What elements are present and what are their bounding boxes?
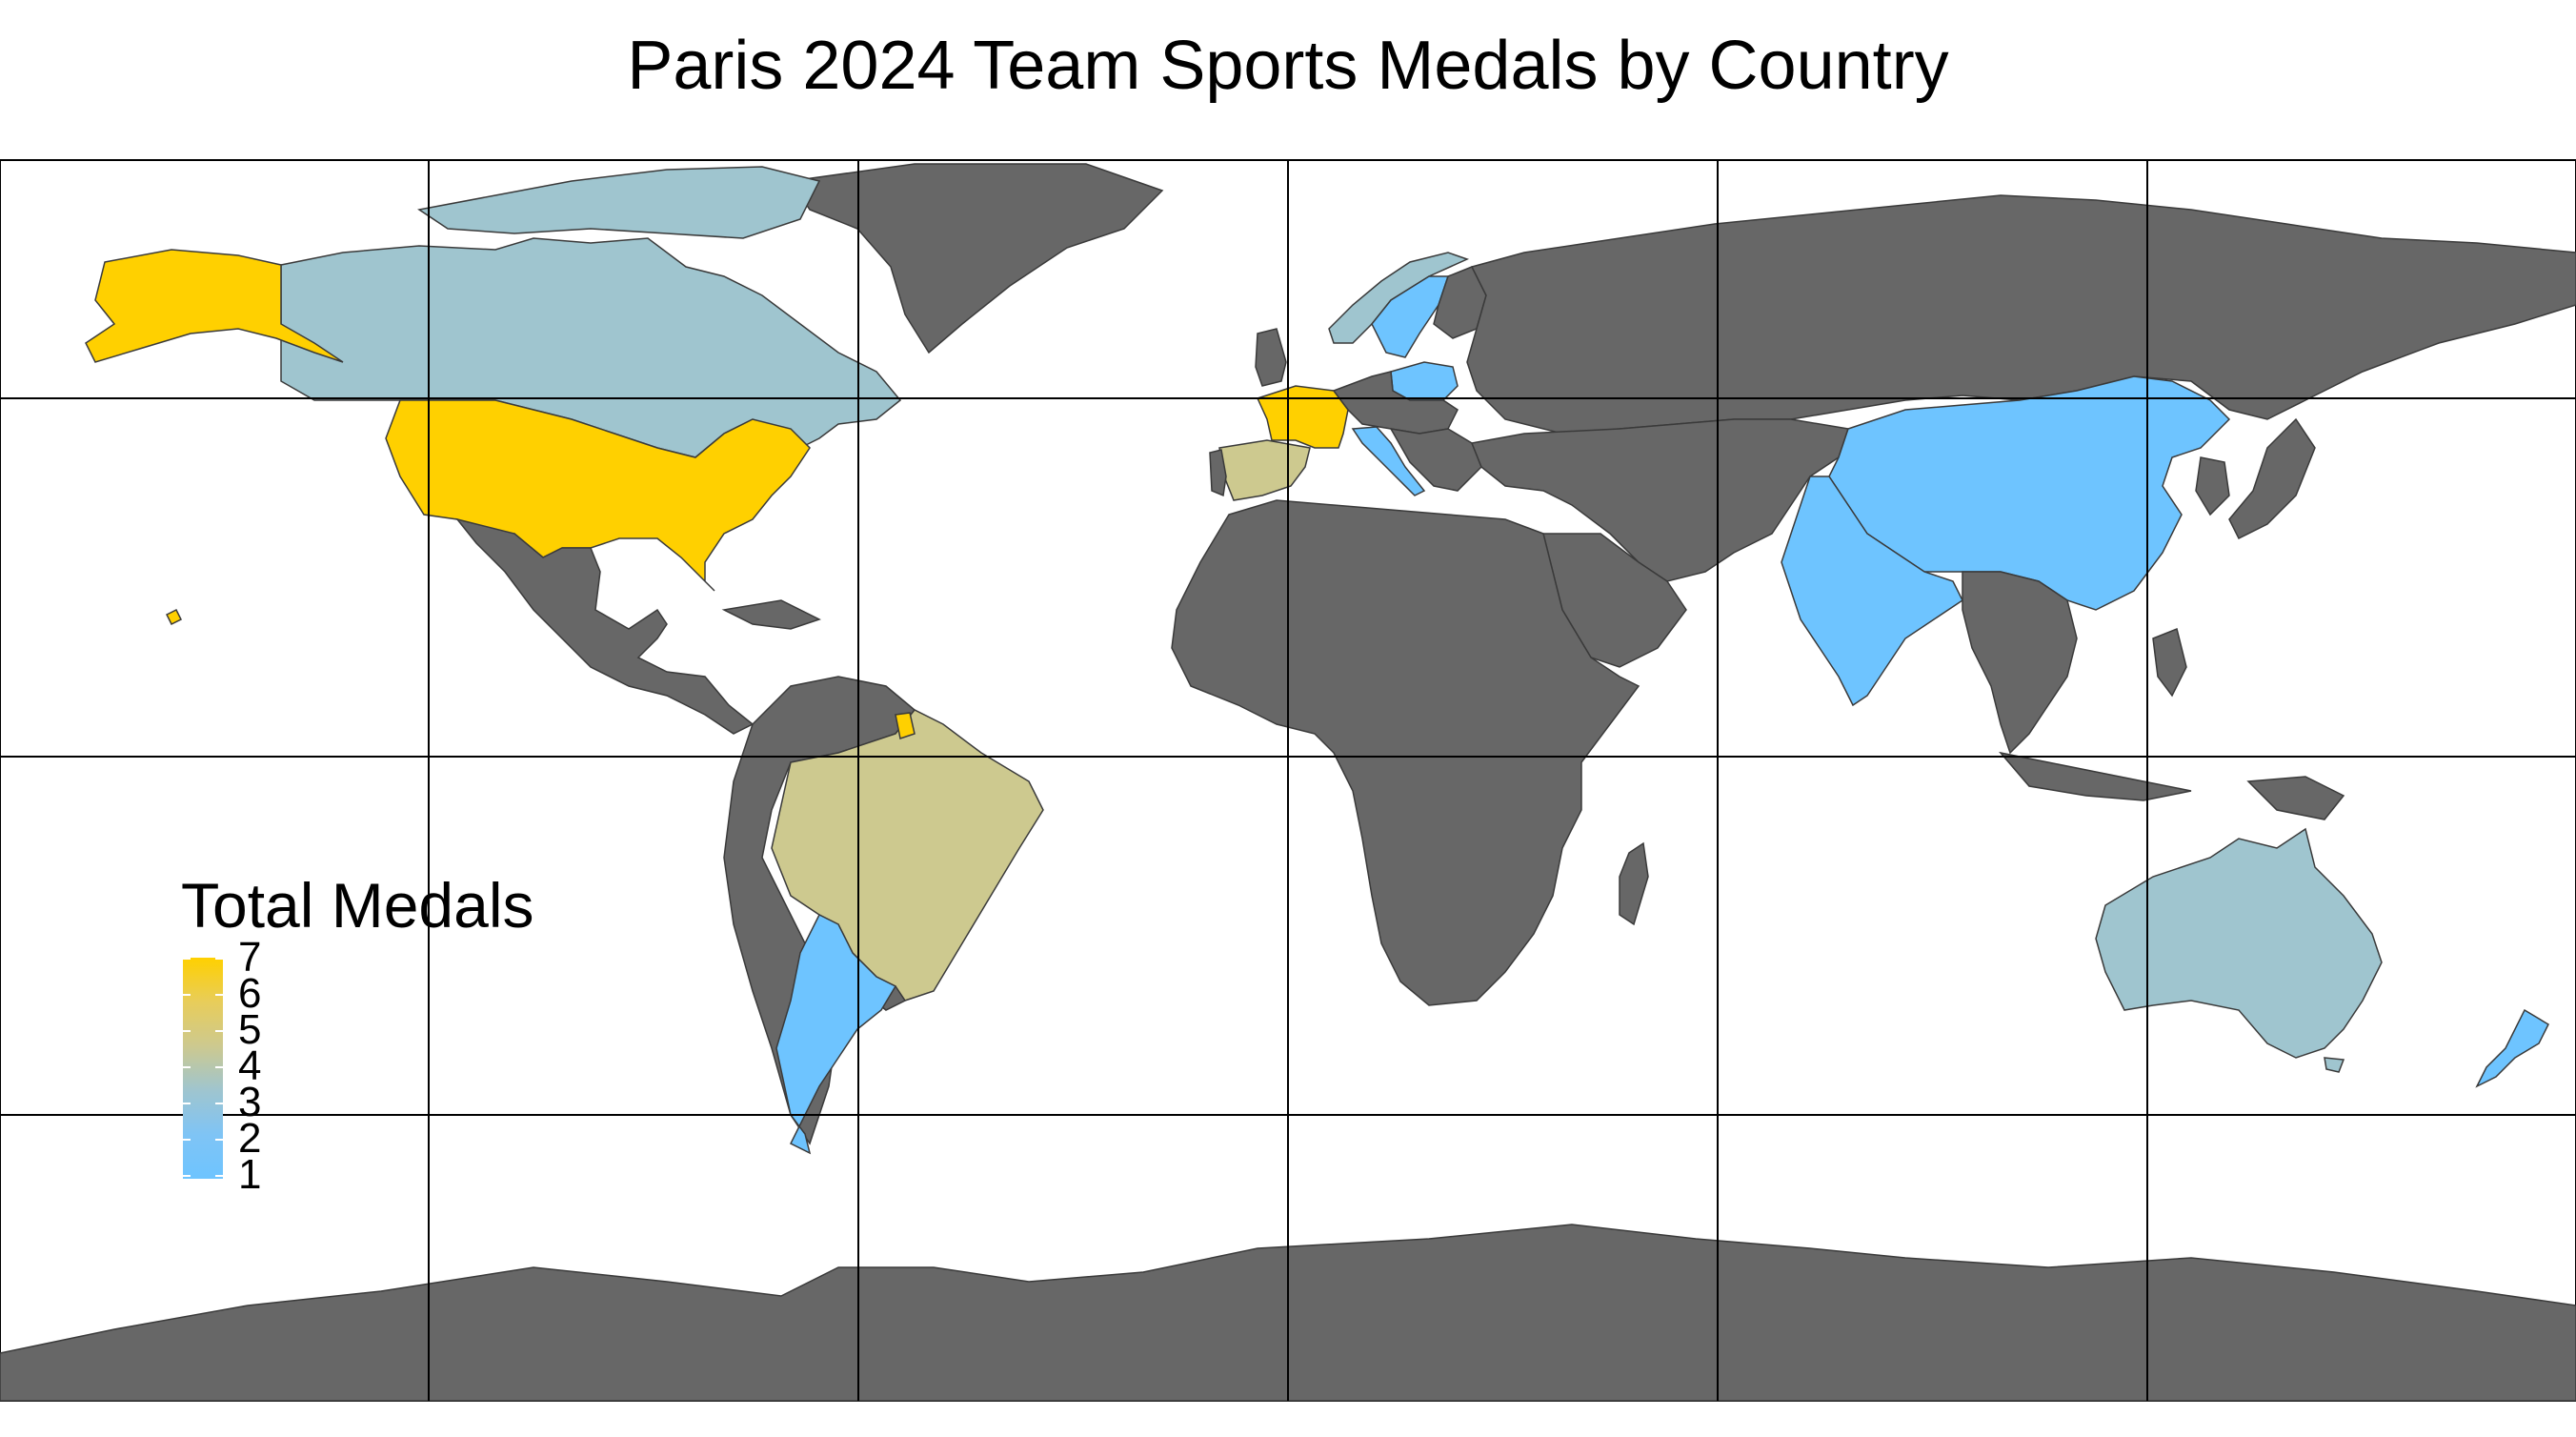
legend-tick [183, 1175, 191, 1177]
country-french-guiana [895, 712, 916, 739]
legend-label-7: 7 [238, 934, 262, 981]
legend-tick [215, 1103, 223, 1104]
country-new-zealand [2475, 1008, 2549, 1088]
country-tasmania [2324, 1057, 2345, 1073]
legend-label-1: 1 [238, 1151, 262, 1198]
country-philippines [2152, 627, 2187, 698]
legend-label-6: 6 [238, 970, 262, 1017]
legend-tick [215, 1066, 223, 1068]
country-papua [2246, 776, 2345, 820]
country-usa-alaska [85, 249, 344, 363]
legend-tick [183, 994, 191, 996]
country-portugal [1209, 449, 1227, 497]
country-india [1781, 476, 1963, 707]
country-greenland [789, 163, 1164, 354]
country-central-europe [1332, 371, 1459, 435]
legend-tick [215, 1175, 223, 1177]
legend-label-2: 2 [238, 1115, 262, 1162]
legend-tick [215, 958, 223, 960]
country-indonesia [1999, 751, 2192, 801]
country-italy [1351, 426, 1426, 496]
country-madagascar [1619, 841, 1649, 926]
legend-colorbar [183, 958, 223, 1179]
legend-tick [215, 994, 223, 996]
legend-label-5: 5 [238, 1006, 262, 1053]
country-canada-arctic-islands [417, 166, 821, 239]
country-france [1256, 385, 1349, 449]
legend-tick [183, 1066, 191, 1068]
country-southeast-asia [1962, 571, 2078, 755]
legend-tick [215, 1030, 223, 1032]
legend-title: Total Medals [181, 870, 534, 941]
map-title: Paris 2024 Team Sports Medals by Country [627, 28, 1949, 104]
legend-tick [183, 1139, 191, 1141]
legend-label-3: 3 [238, 1079, 262, 1125]
legend-tick [183, 1103, 191, 1104]
country-australia [2095, 827, 2383, 1059]
country-korea [2195, 456, 2230, 516]
country-caribbean [721, 599, 821, 630]
country-norway [1328, 252, 1470, 344]
country-mexico [455, 517, 755, 735]
country-argentina [775, 913, 897, 1155]
country-central-asia [1470, 418, 1849, 582]
legend-label-4: 4 [238, 1042, 262, 1089]
legend-tick [215, 1139, 223, 1141]
country-uk [1255, 328, 1287, 387]
country-hawaii [165, 608, 183, 626]
country-japan [2228, 417, 2316, 540]
legend-tick [183, 958, 191, 960]
graticule [0, 160, 2576, 1401]
legend-tick [183, 1030, 191, 1032]
